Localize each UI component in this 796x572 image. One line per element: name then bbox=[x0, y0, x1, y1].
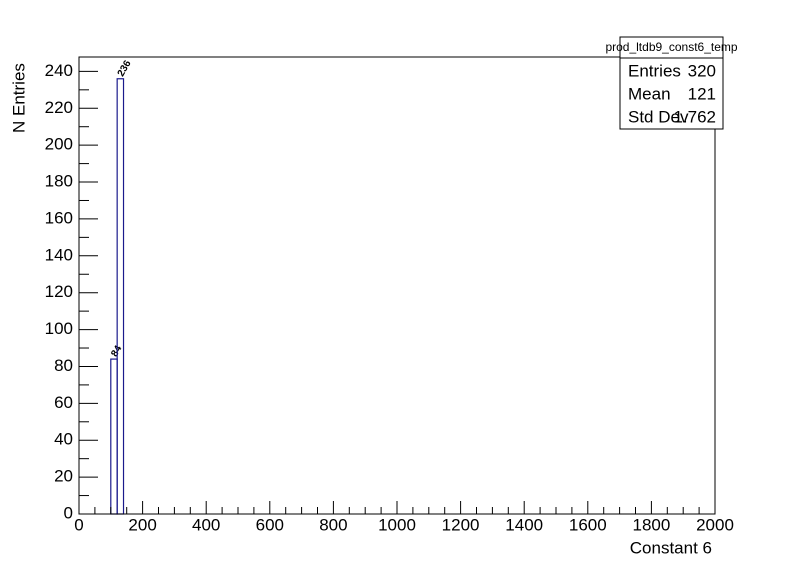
y-tick-label: 180 bbox=[45, 172, 73, 191]
y-tick-label: 140 bbox=[45, 245, 73, 264]
x-tick-label: 0 bbox=[74, 515, 83, 534]
stats-label: Entries bbox=[628, 61, 681, 80]
x-tick-label: 1000 bbox=[378, 515, 416, 534]
stats-value: 1.762 bbox=[673, 107, 716, 126]
y-tick-label: 40 bbox=[54, 430, 73, 449]
y-tick-label: 160 bbox=[45, 208, 73, 227]
stats-value: 121 bbox=[688, 84, 716, 103]
y-tick-label: 220 bbox=[45, 98, 73, 117]
y-tick-label: 60 bbox=[54, 393, 73, 412]
x-tick-label: 1600 bbox=[569, 515, 607, 534]
x-axis-title: Constant 6 bbox=[630, 538, 712, 557]
y-tick-label: 200 bbox=[45, 135, 73, 154]
x-tick-label: 800 bbox=[319, 515, 347, 534]
y-tick-label: 0 bbox=[64, 503, 73, 522]
y-axis-title: N Entries bbox=[9, 63, 28, 133]
x-tick-label: 200 bbox=[128, 515, 156, 534]
stats-value: 320 bbox=[688, 61, 716, 80]
x-tick-label: 2000 bbox=[696, 515, 734, 534]
y-tick-label: 20 bbox=[54, 467, 73, 486]
x-tick-label: 600 bbox=[256, 515, 284, 534]
stats-title: prod_ltdb9_const6_temp bbox=[605, 40, 737, 54]
x-tick-label: 400 bbox=[192, 515, 220, 534]
x-tick-label: 1800 bbox=[632, 515, 670, 534]
x-tick-label: 1200 bbox=[442, 515, 480, 534]
y-tick-label: 80 bbox=[54, 356, 73, 375]
y-tick-label: 120 bbox=[45, 282, 73, 301]
x-tick-label: 1400 bbox=[505, 515, 543, 534]
stats-box bbox=[619, 36, 724, 130]
stats-label: Mean bbox=[628, 84, 671, 103]
y-tick-label: 240 bbox=[45, 61, 73, 80]
y-tick-label: 100 bbox=[45, 319, 73, 338]
stats-label: Std Dev bbox=[628, 107, 689, 126]
